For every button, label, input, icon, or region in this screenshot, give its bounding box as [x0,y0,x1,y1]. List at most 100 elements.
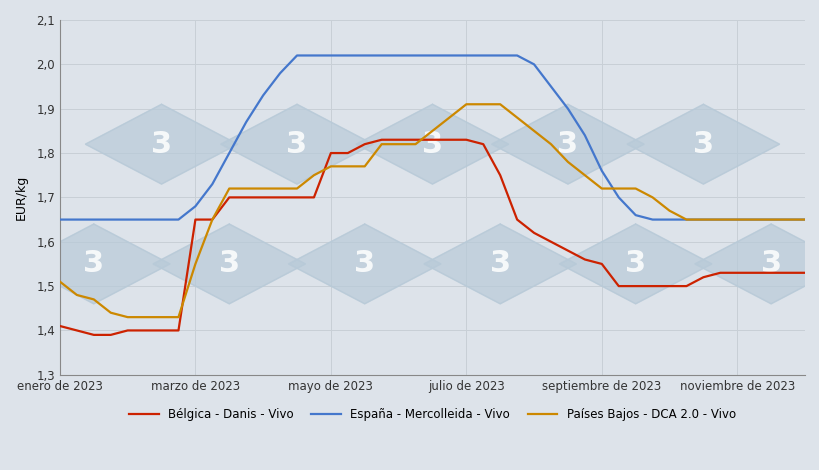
Países Bajos - DCA 2.0 - Vivo [563,159,572,165]
España - Mercolleida - Vivo [714,217,724,222]
Países Bajos - DCA 2.0 - Vivo [630,186,640,191]
Países Bajos - DCA 2.0 - Vivo [749,217,758,222]
Bélgica - Danis - Vivo [647,283,657,289]
Países Bajos - DCA 2.0 - Vivo [106,310,115,315]
España - Mercolleida - Vivo [190,204,200,209]
España - Mercolleida - Vivo [749,217,758,222]
Bélgica - Danis - Vivo [292,195,301,200]
Bélgica - Danis - Vivo [630,283,640,289]
Países Bajos - DCA 2.0 - Vivo [647,195,657,200]
Países Bajos - DCA 2.0 - Vivo [207,217,217,222]
Países Bajos - DCA 2.0 - Vivo [72,292,82,298]
Bélgica - Danis - Vivo [55,323,65,329]
Países Bajos - DCA 2.0 - Vivo [444,115,454,120]
Line: España - Mercolleida - Vivo: España - Mercolleida - Vivo [60,55,804,219]
Polygon shape [220,104,373,184]
Países Bajos - DCA 2.0 - Vivo [512,115,522,120]
Países Bajos - DCA 2.0 - Vivo [326,164,336,169]
Bélgica - Danis - Vivo [714,270,724,275]
Bélgica - Danis - Vivo [258,195,268,200]
España - Mercolleida - Vivo [799,217,809,222]
Bélgica - Danis - Vivo [139,328,149,333]
España - Mercolleida - Vivo [139,217,149,222]
Bélgica - Danis - Vivo [241,195,251,200]
España - Mercolleida - Vivo [342,53,352,58]
España - Mercolleida - Vivo [88,217,98,222]
España - Mercolleida - Vivo [258,93,268,98]
España - Mercolleida - Vivo [174,217,183,222]
Bélgica - Danis - Vivo [563,248,572,253]
Bélgica - Danis - Vivo [799,270,809,275]
Bélgica - Danis - Vivo [765,270,775,275]
España - Mercolleida - Vivo [664,217,674,222]
España - Mercolleida - Vivo [309,53,319,58]
Bélgica - Danis - Vivo [698,274,708,280]
Bélgica - Danis - Vivo [376,137,386,142]
Bélgica - Danis - Vivo [360,141,369,147]
España - Mercolleida - Vivo [613,195,623,200]
España - Mercolleida - Vivo [698,217,708,222]
Países Bajos - DCA 2.0 - Vivo [342,164,352,169]
España - Mercolleida - Vivo [444,53,454,58]
Polygon shape [491,104,644,184]
España - Mercolleida - Vivo [579,133,589,138]
Text: 3: 3 [354,250,375,278]
Países Bajos - DCA 2.0 - Vivo [88,297,98,302]
Bélgica - Danis - Vivo [207,217,217,222]
Países Bajos - DCA 2.0 - Vivo [782,217,792,222]
Bélgica - Danis - Vivo [681,283,690,289]
Bélgica - Danis - Vivo [309,195,319,200]
Bélgica - Danis - Vivo [528,230,538,235]
Bélgica - Danis - Vivo [275,195,285,200]
Bélgica - Danis - Vivo [731,270,741,275]
Países Bajos - DCA 2.0 - Vivo [681,217,690,222]
Países Bajos - DCA 2.0 - Vivo [613,186,623,191]
Bélgica - Danis - Vivo [477,141,487,147]
España - Mercolleida - Vivo [292,53,301,58]
Países Bajos - DCA 2.0 - Vivo [664,208,674,213]
Polygon shape [17,224,170,304]
Países Bajos - DCA 2.0 - Vivo [698,217,708,222]
Bélgica - Danis - Vivo [444,137,454,142]
España - Mercolleida - Vivo [275,70,285,76]
Bélgica - Danis - Vivo [72,328,82,333]
España - Mercolleida - Vivo [393,53,403,58]
Bélgica - Danis - Vivo [596,261,606,267]
Países Bajos - DCA 2.0 - Vivo [393,141,403,147]
Países Bajos - DCA 2.0 - Vivo [275,186,285,191]
Polygon shape [627,104,779,184]
Bélgica - Danis - Vivo [461,137,471,142]
Países Bajos - DCA 2.0 - Vivo [765,217,775,222]
Text: 3: 3 [624,250,645,278]
Polygon shape [423,224,576,304]
España - Mercolleida - Vivo [241,119,251,125]
Bélgica - Danis - Vivo [782,270,792,275]
Países Bajos - DCA 2.0 - Vivo [427,128,437,133]
Polygon shape [153,224,305,304]
Bélgica - Danis - Vivo [427,137,437,142]
Bélgica - Danis - Vivo [512,217,522,222]
España - Mercolleida - Vivo [765,217,775,222]
Polygon shape [694,224,819,304]
Países Bajos - DCA 2.0 - Vivo [360,164,369,169]
Países Bajos - DCA 2.0 - Vivo [376,141,386,147]
España - Mercolleida - Vivo [72,217,82,222]
Y-axis label: EUR/kg: EUR/kg [15,175,28,220]
Países Bajos - DCA 2.0 - Vivo [714,217,724,222]
Text: 3: 3 [557,130,577,159]
Países Bajos - DCA 2.0 - Vivo [190,261,200,267]
Países Bajos - DCA 2.0 - Vivo [799,217,809,222]
Text: 3: 3 [84,250,104,278]
España - Mercolleida - Vivo [55,217,65,222]
Polygon shape [559,224,711,304]
España - Mercolleida - Vivo [630,212,640,218]
Bélgica - Danis - Vivo [410,137,420,142]
Países Bajos - DCA 2.0 - Vivo [224,186,234,191]
España - Mercolleida - Vivo [477,53,487,58]
Bélgica - Danis - Vivo [106,332,115,338]
España - Mercolleida - Vivo [647,217,657,222]
España - Mercolleida - Vivo [731,217,741,222]
España - Mercolleida - Vivo [545,84,555,89]
Bélgica - Danis - Vivo [156,328,166,333]
España - Mercolleida - Vivo [156,217,166,222]
